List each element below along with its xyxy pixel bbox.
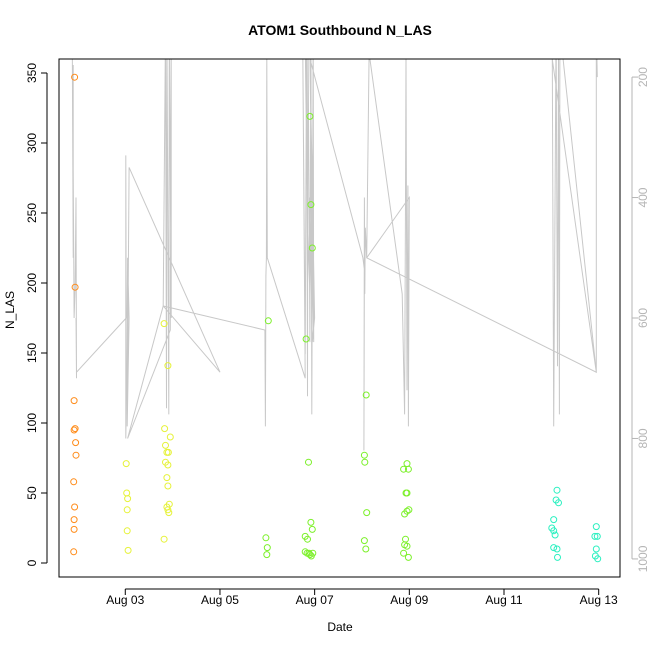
plot-frame [58, 58, 621, 578]
scatter-point [401, 510, 409, 518]
scatter-point [404, 553, 412, 561]
scatter-point [551, 531, 559, 539]
scatter-point [123, 506, 131, 514]
scatter-point [71, 425, 79, 433]
x-tick-label: Aug 03 [106, 593, 144, 607]
scatter-point [70, 548, 78, 556]
y-axis-label: N_LAS [3, 291, 17, 329]
scatter-point [591, 532, 599, 540]
x-tick-label: Aug 11 [485, 593, 522, 607]
scatter-point [307, 518, 315, 526]
scatter-point [71, 283, 79, 291]
scatter-point [72, 451, 80, 459]
scatter-point [264, 317, 272, 325]
scatter-point [124, 546, 132, 554]
scatter-point [164, 461, 172, 469]
scatter-point [72, 439, 80, 447]
scatter-points [70, 73, 602, 563]
scatter-point [262, 534, 270, 542]
scatter-point [553, 486, 561, 494]
scatter-point [400, 465, 408, 473]
y-tick-label: 150 [25, 343, 39, 363]
scatter-point [363, 509, 371, 517]
scatter-point [164, 362, 172, 370]
scatter-point [263, 551, 271, 559]
axes-layer: 0 50 100 150 200 250 300 350 200 400 600 800 1000 Aug… [25, 63, 650, 607]
scatter-point [122, 460, 130, 468]
scatter-point [70, 426, 78, 434]
y-tick-label: 300 [25, 133, 39, 153]
scatter-point [550, 516, 558, 524]
scatter-point [362, 391, 370, 399]
scatter-point [163, 474, 171, 482]
y-tick-label: 50 [25, 486, 39, 500]
scatter-point [162, 441, 169, 449]
scatter-point [308, 525, 316, 533]
scatter-point [304, 535, 311, 543]
scatter-point [70, 516, 78, 524]
scatter-point [308, 244, 316, 252]
scatter-point [70, 478, 78, 486]
scatter-point [166, 433, 174, 441]
x-tick-label: Aug 13 [580, 593, 618, 607]
scatter-point [361, 458, 369, 466]
y2-tick-label: 800 [636, 428, 650, 448]
scatter-point [123, 527, 131, 535]
scatter-point [360, 451, 368, 459]
scatter-point [263, 544, 271, 552]
y-tick-label: 250 [25, 203, 39, 223]
scatter-point [593, 532, 601, 540]
scatter-point [307, 201, 315, 209]
scatter-point [306, 112, 314, 120]
scatter-point [164, 448, 172, 456]
scatter-point [403, 489, 411, 497]
scatter-point [404, 465, 412, 473]
scatter-point [554, 553, 561, 561]
scatter-point [309, 549, 317, 557]
scatter-point [360, 537, 368, 545]
scatter-point [71, 73, 79, 81]
x-axis-label: Date [327, 620, 353, 634]
x-tick-label: Aug 05 [201, 593, 239, 607]
scatter-point [71, 503, 79, 511]
scatter-point [594, 555, 602, 563]
right-axis-series-line [71, 59, 598, 451]
scatter-point [305, 458, 312, 466]
scatter-point [592, 523, 600, 531]
scatter-point [550, 527, 558, 535]
scatter-point [70, 397, 78, 405]
y-tick-label: 200 [25, 273, 39, 293]
y-tick-label: 100 [25, 413, 39, 433]
scatter-point [403, 542, 411, 550]
y2-tick-label: 200 [636, 67, 650, 87]
scatter-point [302, 335, 310, 343]
scatter-point [550, 544, 558, 552]
scatter-point [362, 545, 370, 553]
scatter-point [553, 545, 561, 553]
right-axis-line-series [71, 59, 598, 451]
x-tick-label: Aug 09 [390, 593, 428, 607]
scatter-point [70, 525, 78, 533]
scatter-point [164, 482, 172, 490]
scatter-point [160, 320, 168, 328]
scatter-point [592, 545, 600, 553]
y2-tick-label: 1000 [636, 545, 650, 572]
scatter-point [555, 499, 562, 507]
scatter-point [405, 506, 413, 514]
y-tick-label: 350 [25, 63, 39, 83]
scatter-point [165, 509, 173, 517]
y2-tick-label: 600 [636, 308, 650, 328]
scatter-point [160, 535, 168, 543]
y-tick-label: 0 [25, 559, 39, 566]
y2-tick-label: 400 [636, 187, 650, 207]
x-tick-label: Aug 07 [296, 593, 334, 607]
scatter-point [124, 495, 132, 503]
scatter-point [400, 549, 408, 557]
scatter-point [161, 425, 169, 433]
chart-title: ATOM1 Southbound N_LAS [248, 22, 432, 38]
